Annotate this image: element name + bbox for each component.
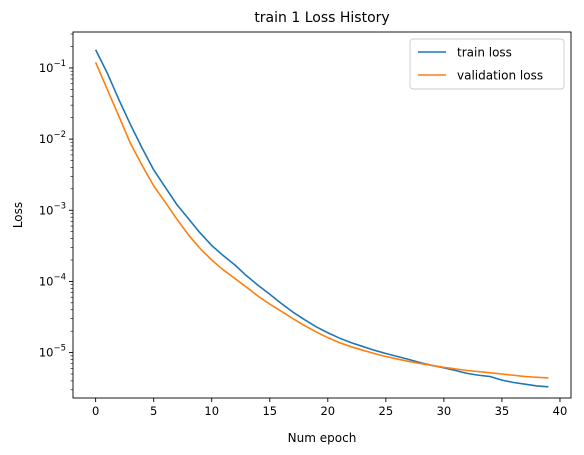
legend-label-train: train loss [457,46,512,60]
x-tick-label: 25 [379,404,394,418]
x-tick-label: 20 [320,404,335,418]
x-tick-label: 0 [92,404,99,418]
x-tick-label: 5 [150,404,157,418]
series-lines [94,49,549,388]
legend: train loss validation loss [409,38,565,90]
x-tick-label: 10 [204,404,219,418]
y-tick-label: 10−3 [39,201,66,217]
y-axis-ticks: 10−5 10−4 10−3 10−2 10−1 [39,33,73,391]
y-tick-label: 10−5 [39,344,66,360]
x-tick-label: 35 [495,404,510,418]
series-line-train [94,49,549,388]
legend-label-validation: validation loss [457,69,543,83]
x-axis-ticks: 0 5 10 15 20 25 30 35 40 [92,398,567,418]
series-line-validation [94,61,549,379]
y-axis-label: Loss [11,202,25,228]
y-tick-label: 10−4 [39,272,66,288]
x-tick-label: 30 [437,404,452,418]
y-tick-label: 10−2 [39,130,66,146]
axes-frame [72,31,572,399]
x-tick-label: 40 [553,404,568,418]
x-tick-label: 15 [262,404,277,418]
legend-box [409,38,565,90]
y-tick-label: 10−1 [39,59,66,75]
chart-title: train 1 Loss History [254,10,389,26]
x-axis-label: Num epoch [288,431,357,445]
plot-area: 0 5 10 15 20 25 30 35 40 10−5 10−4 10−3 10−2 10−1 [39,31,572,418]
